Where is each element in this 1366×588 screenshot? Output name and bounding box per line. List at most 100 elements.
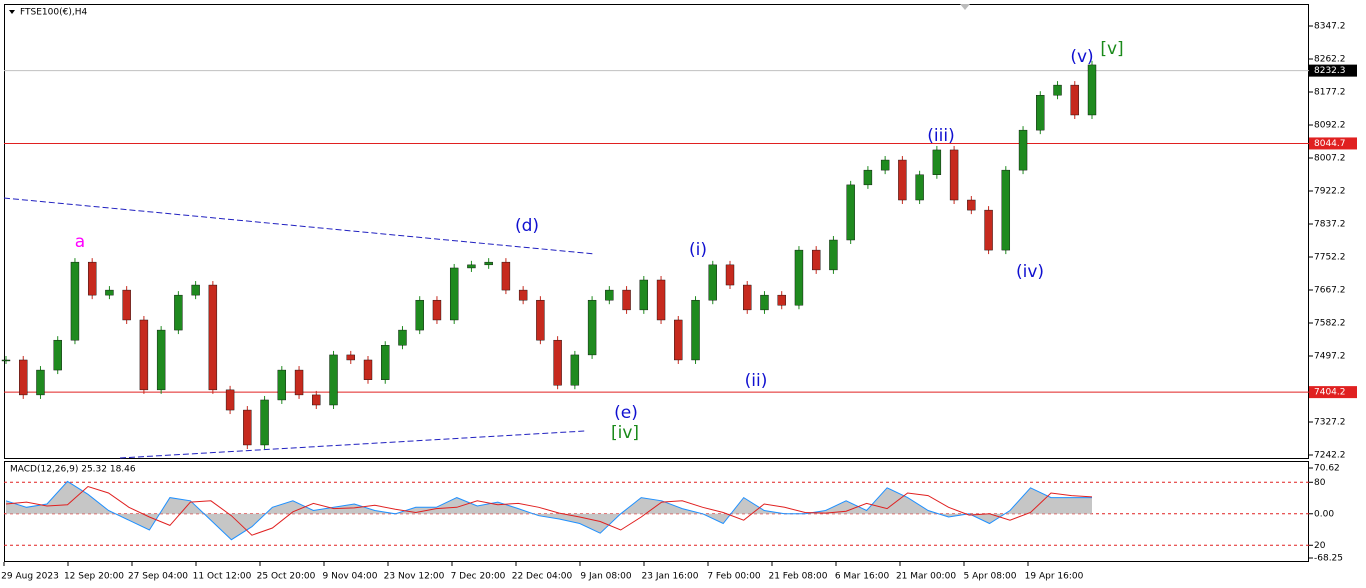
candle bbox=[467, 264, 476, 269]
signal-line bbox=[5, 485, 1093, 536]
candle bbox=[381, 345, 390, 380]
level-tag bbox=[1309, 137, 1357, 150]
candle bbox=[829, 239, 838, 271]
candle bbox=[605, 289, 614, 301]
candle bbox=[1087, 64, 1097, 116]
candle bbox=[277, 369, 287, 401]
candle bbox=[846, 184, 855, 241]
x-tick-label: 9 Jan 08:00 bbox=[580, 572, 632, 582]
candle bbox=[449, 267, 459, 321]
level-label: 8044.7 bbox=[1314, 139, 1346, 149]
wave-label: (e) bbox=[614, 403, 638, 423]
y-tick-label: 7327.2 bbox=[1314, 418, 1346, 428]
x-tick-label: 7 Feb 00:00 bbox=[707, 572, 761, 582]
x-tick-label: 25 Oct 20:00 bbox=[257, 572, 316, 582]
y-tick-label: 7922.2 bbox=[1314, 187, 1346, 197]
candle bbox=[570, 354, 580, 386]
y-tick-label: 8262.2 bbox=[1314, 55, 1346, 65]
candle bbox=[518, 289, 528, 301]
wave-label: (i) bbox=[689, 240, 707, 260]
macd-title: MACD(12,26,9) 25.32 18.46 bbox=[10, 465, 136, 475]
y-tick-label: 20 bbox=[1314, 541, 1326, 551]
candle bbox=[708, 264, 717, 301]
candle bbox=[174, 294, 183, 331]
candle bbox=[794, 249, 804, 306]
x-tick-label: 27 Sep 04:00 bbox=[128, 572, 188, 582]
candle bbox=[53, 339, 62, 371]
y-tick-label: 70.62 bbox=[1314, 464, 1340, 474]
y-tick-label: 7497.2 bbox=[1314, 352, 1346, 362]
y-tick-label: 8092.2 bbox=[1314, 121, 1346, 131]
wave-label: (iii) bbox=[927, 126, 954, 146]
wave-label: [iv] bbox=[611, 423, 639, 443]
y-tick-label: 0.00 bbox=[1314, 509, 1334, 519]
candle bbox=[156, 329, 166, 391]
x-tick-label: 22 Dec 04:00 bbox=[512, 572, 573, 582]
wave-label: (iv) bbox=[1016, 262, 1044, 282]
candle bbox=[536, 299, 545, 341]
y-tick-label: 8177.2 bbox=[1314, 88, 1346, 98]
candle bbox=[553, 339, 562, 386]
candle bbox=[105, 289, 114, 296]
candle bbox=[880, 159, 890, 171]
x-tick-label: 29 Aug 2023 bbox=[1, 572, 59, 582]
candle bbox=[260, 399, 269, 446]
x-tick-label: 23 Nov 12:00 bbox=[384, 572, 445, 582]
y-tick-label: -68.25 bbox=[1314, 554, 1343, 564]
candle bbox=[36, 369, 45, 396]
candle bbox=[691, 299, 700, 361]
candle bbox=[294, 369, 304, 396]
y-tick-label: 80 bbox=[1314, 478, 1326, 488]
x-tick-label: 12 Sep 20:00 bbox=[64, 572, 124, 582]
candle bbox=[346, 354, 355, 361]
candle bbox=[1018, 129, 1028, 171]
macd-line bbox=[5, 480, 1092, 541]
candle bbox=[811, 249, 821, 271]
wave-label: [v] bbox=[1100, 39, 1123, 59]
candle bbox=[1070, 84, 1079, 116]
candle bbox=[949, 149, 959, 201]
candle bbox=[967, 199, 976, 211]
level-tag bbox=[1309, 386, 1357, 399]
candle bbox=[1036, 94, 1045, 131]
scroll-marker bbox=[960, 4, 970, 10]
y-tick-label: 7837.2 bbox=[1314, 220, 1346, 230]
current-price-tag bbox=[1309, 64, 1357, 77]
candle bbox=[484, 261, 493, 266]
trend-line bbox=[119, 430, 586, 459]
x-tick-label: 21 Feb 08:00 bbox=[768, 572, 827, 582]
candle bbox=[898, 159, 907, 201]
symbol-arrow bbox=[9, 10, 15, 14]
candle bbox=[915, 174, 924, 201]
candle bbox=[777, 294, 786, 306]
x-tick-label: 9 Nov 04:00 bbox=[323, 572, 378, 582]
wave-label: a bbox=[75, 232, 85, 252]
candle bbox=[863, 169, 873, 186]
current-price-label: 8232.3 bbox=[1314, 66, 1346, 76]
y-tick-label: 7667.2 bbox=[1314, 286, 1346, 296]
candle bbox=[984, 209, 993, 251]
x-tick-label: 7 Dec 20:00 bbox=[451, 572, 506, 582]
candle bbox=[243, 409, 252, 446]
candle bbox=[19, 359, 28, 396]
y-tick-label: 7752.2 bbox=[1314, 253, 1346, 263]
candle bbox=[656, 279, 666, 321]
candle bbox=[363, 359, 373, 380]
candle bbox=[70, 261, 80, 341]
x-tick-label: 11 Oct 12:00 bbox=[193, 572, 252, 582]
candle bbox=[415, 299, 424, 331]
candle bbox=[312, 394, 321, 406]
candle bbox=[760, 294, 769, 311]
x-tick-label: 6 Mar 16:00 bbox=[835, 572, 890, 582]
candle bbox=[501, 261, 511, 291]
macd-panel bbox=[4, 461, 1309, 562]
candle bbox=[139, 319, 149, 391]
candle bbox=[932, 149, 942, 175]
y-tick-label: 7242.2 bbox=[1314, 451, 1346, 461]
wave-label: (ii) bbox=[745, 371, 768, 391]
candle bbox=[1, 359, 11, 362]
candle bbox=[87, 261, 97, 296]
candle bbox=[225, 389, 235, 411]
candle bbox=[432, 299, 442, 321]
